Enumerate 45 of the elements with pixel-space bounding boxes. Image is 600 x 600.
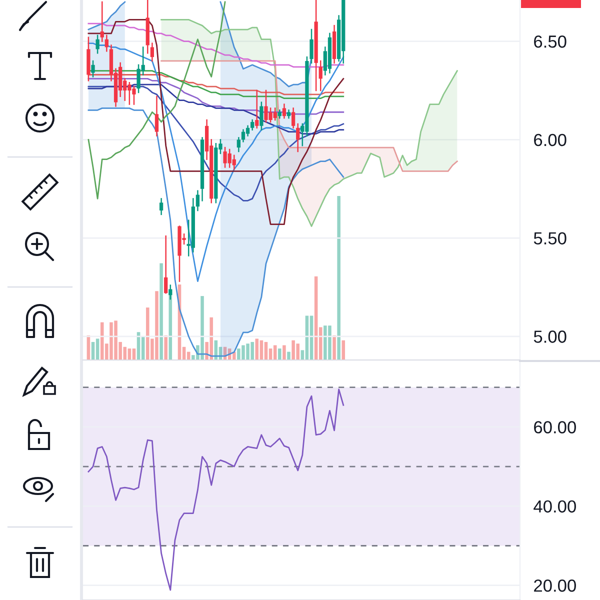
candlestick [100,1,104,42]
bar [278,348,282,360]
candlestick [282,104,286,119]
candlestick [296,123,300,152]
candlestick [104,34,108,52]
candlestick [159,198,164,216]
candlestick [310,28,314,64]
candlestick [260,102,264,130]
y-tick-label: 5.50 [534,232,566,244]
candlestick [232,154,236,170]
bar [342,340,346,360]
candlestick [236,137,240,152]
candlestick [164,235,168,294]
bar [255,338,259,360]
candlestick [91,60,95,78]
y-tick-label: 5.00 [534,330,566,343]
line-series [88,388,344,591]
candlestick [255,90,259,128]
bar [287,352,290,360]
line-series [160,60,458,172]
line-series [160,18,458,227]
y-tick-label: 60.00 [534,421,576,434]
y-tick-label: 40.00 [534,500,576,513]
bar [282,345,286,360]
line-series [88,18,344,225]
bar [160,263,163,360]
candlestick [168,284,172,300]
bar [273,345,277,360]
candlestick [150,42,154,62]
candlestick [291,108,296,128]
candlestick [96,34,100,54]
candlestick [246,125,250,136]
y-tick-label: 6.50 [534,35,566,48]
candlestick [154,96,159,136]
bar [332,335,336,360]
y-tick-label: 6.00 [534,134,566,146]
bar [337,196,340,360]
bar [96,338,100,360]
candlestick [196,190,200,212]
candlestick [250,119,254,130]
bar [164,335,168,360]
line-series [88,1,226,200]
y-tick-label: 20.00 [534,580,576,592]
candlestick [318,60,322,92]
candlestick [241,129,246,142]
